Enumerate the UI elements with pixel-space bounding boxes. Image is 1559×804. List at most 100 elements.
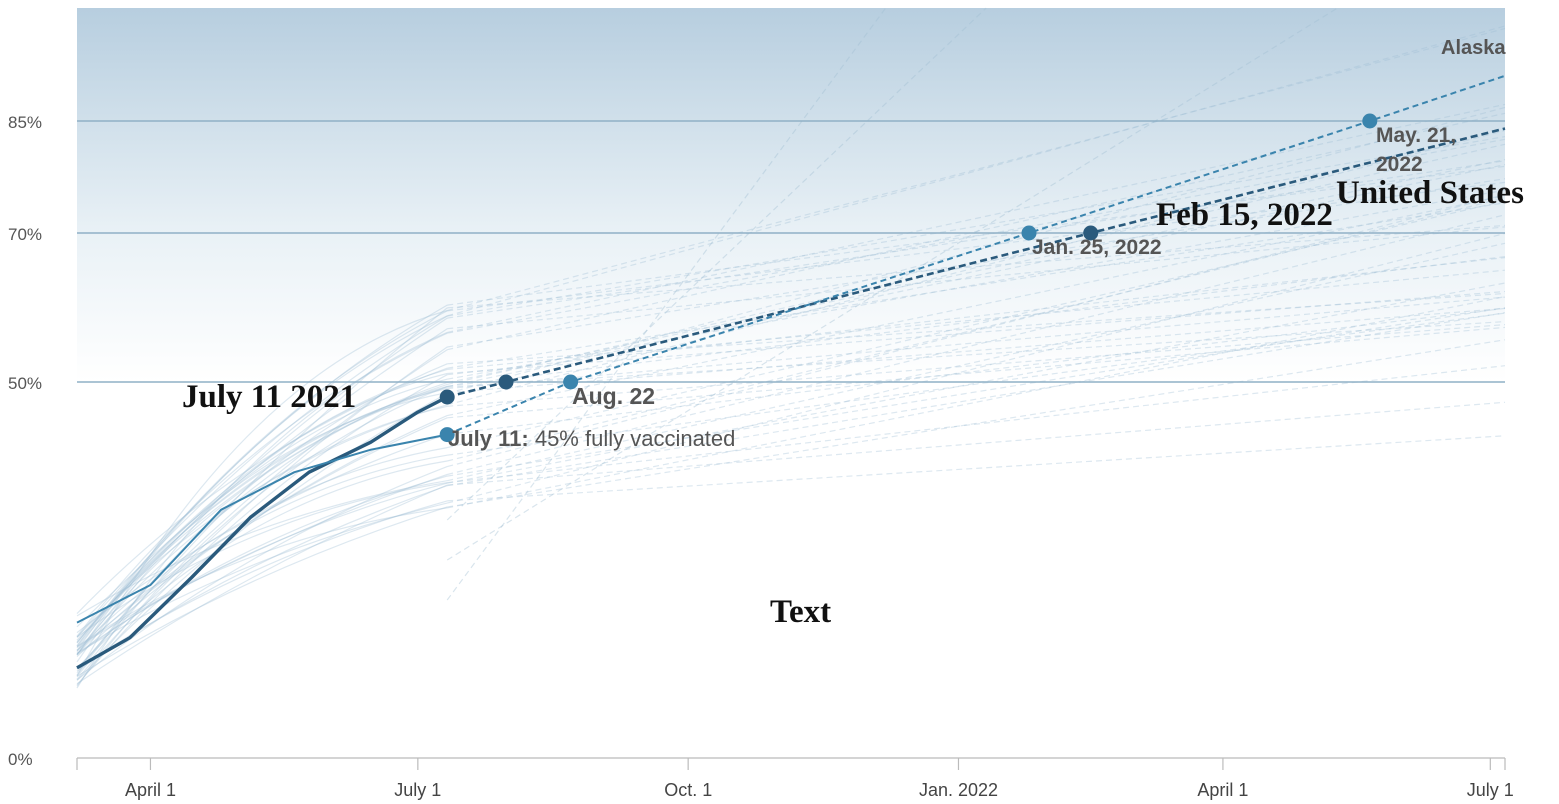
state-line-projection [447,197,1506,462]
state-line-actual [76,315,448,638]
y-tick-label: 0% [8,750,33,769]
annotation-july11-2021: July 11 2021 [182,379,356,415]
state-line-actual [76,346,448,680]
state-line-actual [76,382,448,674]
state-line-actual [76,328,448,628]
state-line-actual [76,475,448,656]
annotation-center-text: Text [770,594,831,630]
marker-2021-08-22-50 [563,374,579,390]
state-line-actual [76,368,448,647]
state-line-actual [76,417,448,652]
background-band [77,8,1505,382]
state-line-projection [447,256,1506,387]
state-line-projection [447,193,1506,468]
state-line-projection [447,25,1506,317]
state-line-outlier [446,7,1338,561]
state-line-actual [76,363,448,676]
y-tick-label: 85% [8,113,42,132]
state-line-projection [447,307,1506,435]
annotation-july11-bold: July 11: [448,426,529,451]
state-line-projection [447,103,1506,333]
marker-2021-07-11-48 [439,389,455,405]
state-line-projection [447,189,1506,380]
state-line-actual [76,331,448,689]
alaska-actual-line [76,433,448,624]
annotation-july11-rest: 45% fully vaccinated [529,426,736,451]
x-tick-label: Oct. 1 [664,780,712,800]
state-line-actual [76,502,448,654]
state-line-actual [76,460,448,669]
state-line-actual [76,367,448,615]
us-actual-line [76,395,448,670]
state-line-actual [76,307,448,677]
state-line-projection [447,290,1506,375]
x-axis [76,757,1506,770]
state-line-projection [447,143,1506,385]
state-line-projection [447,321,1506,388]
state-line-actual [76,310,448,651]
state-line-actual [76,482,448,654]
x-axis-tick-labels: April 1 July 1 Oct. 1 Jan. 2022 April 1 July … [125,780,1514,800]
state-line-actual [76,454,448,655]
state-line-projection [447,160,1506,319]
state-line-actual [76,374,448,686]
annotation-may21-line1: May. 21, [1376,124,1456,147]
annotation-united-states: United States [1336,175,1524,211]
state-line-actual [76,317,448,641]
state-line-actual [76,405,448,655]
annotation-alaska: Alaska [1441,37,1506,59]
state-line-actual [76,309,448,677]
state-line-actual [76,349,448,670]
state-line-projection [447,435,1506,502]
state-line-actual [76,387,448,649]
state-line-projection [447,214,1506,476]
state-line-actual [76,415,448,657]
state-line-actual [76,404,448,638]
x-tick-label: April 1 [125,780,176,800]
state-line-projection [447,242,1506,482]
state-line-projection [447,136,1506,317]
marker-2022-01-25-70 [1021,225,1037,241]
state-line-actual [76,385,448,644]
grid-lines [77,120,1505,383]
state-line-projection [447,232,1506,504]
state-line-actual [76,507,448,647]
state-line-projection [447,27,1506,312]
state-line-projection [447,292,1506,365]
state-line-projection [447,200,1506,449]
state-line-outlier [446,7,987,521]
state-line-actual [76,484,448,685]
state-line-projection [447,307,1506,477]
annotation-july11-45pct: July 11: 45% fully vaccinated [448,426,735,451]
annotation-feb15: Feb 15, 2022 [1156,197,1333,233]
state-line-actual [76,392,448,681]
y-axis-tick-labels: 0% 50% 70% 85% [8,113,42,769]
state-line-projection [447,202,1506,369]
state-line-projection [447,112,1506,351]
y-tick-label: 50% [8,374,42,393]
state-line-projection [447,312,1506,487]
state-line-actual [76,386,448,687]
x-tick-label: April 1 [1197,780,1248,800]
state-line-projection [447,324,1506,407]
state-line-actual [76,392,448,644]
marker-2021-07-31-50 [498,374,514,390]
marker-2021-07-11-43 [439,427,455,443]
state-line-projection [447,181,1506,312]
marker-2022-02-15-70 [1083,225,1099,241]
state-line-projection [447,365,1506,484]
state-line-projection [447,224,1506,309]
state-line-projection [447,106,1506,394]
state-line-projection [447,257,1506,376]
state-line-actual [76,332,448,637]
state-line-projection [447,269,1506,370]
state-line-actual [76,383,448,643]
state-line-projection [447,129,1506,406]
state-line-projection [447,326,1506,419]
alaska-projection-line [446,74,1506,436]
state-line-projection [447,307,1506,394]
state-line-actual [76,480,448,617]
state-line-actual [76,304,448,646]
state-line-actual [76,466,448,681]
